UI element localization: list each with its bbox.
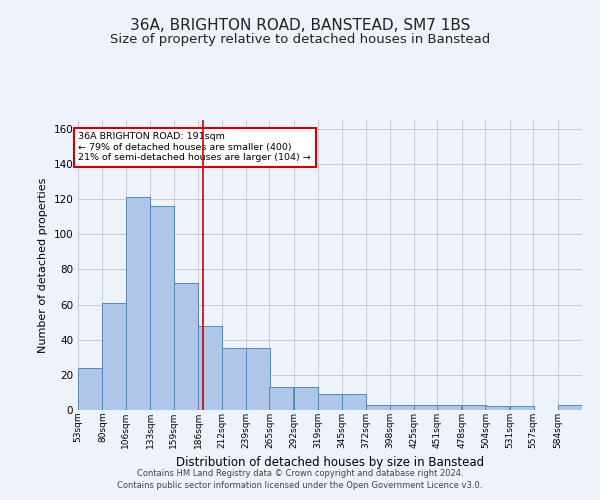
- Bar: [150, 206, 174, 410]
- Bar: [462, 404, 486, 410]
- Bar: [510, 406, 533, 410]
- X-axis label: Distribution of detached houses by size in Banstead: Distribution of detached houses by size …: [176, 456, 484, 469]
- Bar: [198, 326, 222, 410]
- Bar: [437, 404, 461, 410]
- Bar: [221, 348, 245, 410]
- Y-axis label: Number of detached properties: Number of detached properties: [38, 178, 48, 352]
- Bar: [557, 404, 581, 410]
- Bar: [294, 387, 318, 410]
- Bar: [174, 284, 197, 410]
- Bar: [126, 198, 150, 410]
- Bar: [366, 404, 390, 410]
- Text: Size of property relative to detached houses in Banstead: Size of property relative to detached ho…: [110, 32, 490, 46]
- Bar: [103, 303, 127, 410]
- Bar: [389, 404, 413, 410]
- Text: 36A, BRIGHTON ROAD, BANSTEAD, SM7 1BS: 36A, BRIGHTON ROAD, BANSTEAD, SM7 1BS: [130, 18, 470, 32]
- Text: 36A BRIGHTON ROAD: 191sqm
← 79% of detached houses are smaller (400)
21% of semi: 36A BRIGHTON ROAD: 191sqm ← 79% of detac…: [79, 132, 311, 162]
- Text: Contains HM Land Registry data © Crown copyright and database right 2024.: Contains HM Land Registry data © Crown c…: [137, 468, 463, 477]
- Bar: [414, 404, 438, 410]
- Bar: [318, 394, 342, 410]
- Bar: [342, 394, 365, 410]
- Text: Contains public sector information licensed under the Open Government Licence v3: Contains public sector information licen…: [118, 481, 482, 490]
- Bar: [269, 387, 293, 410]
- Bar: [78, 368, 102, 410]
- Bar: [485, 406, 509, 410]
- Bar: [246, 348, 270, 410]
